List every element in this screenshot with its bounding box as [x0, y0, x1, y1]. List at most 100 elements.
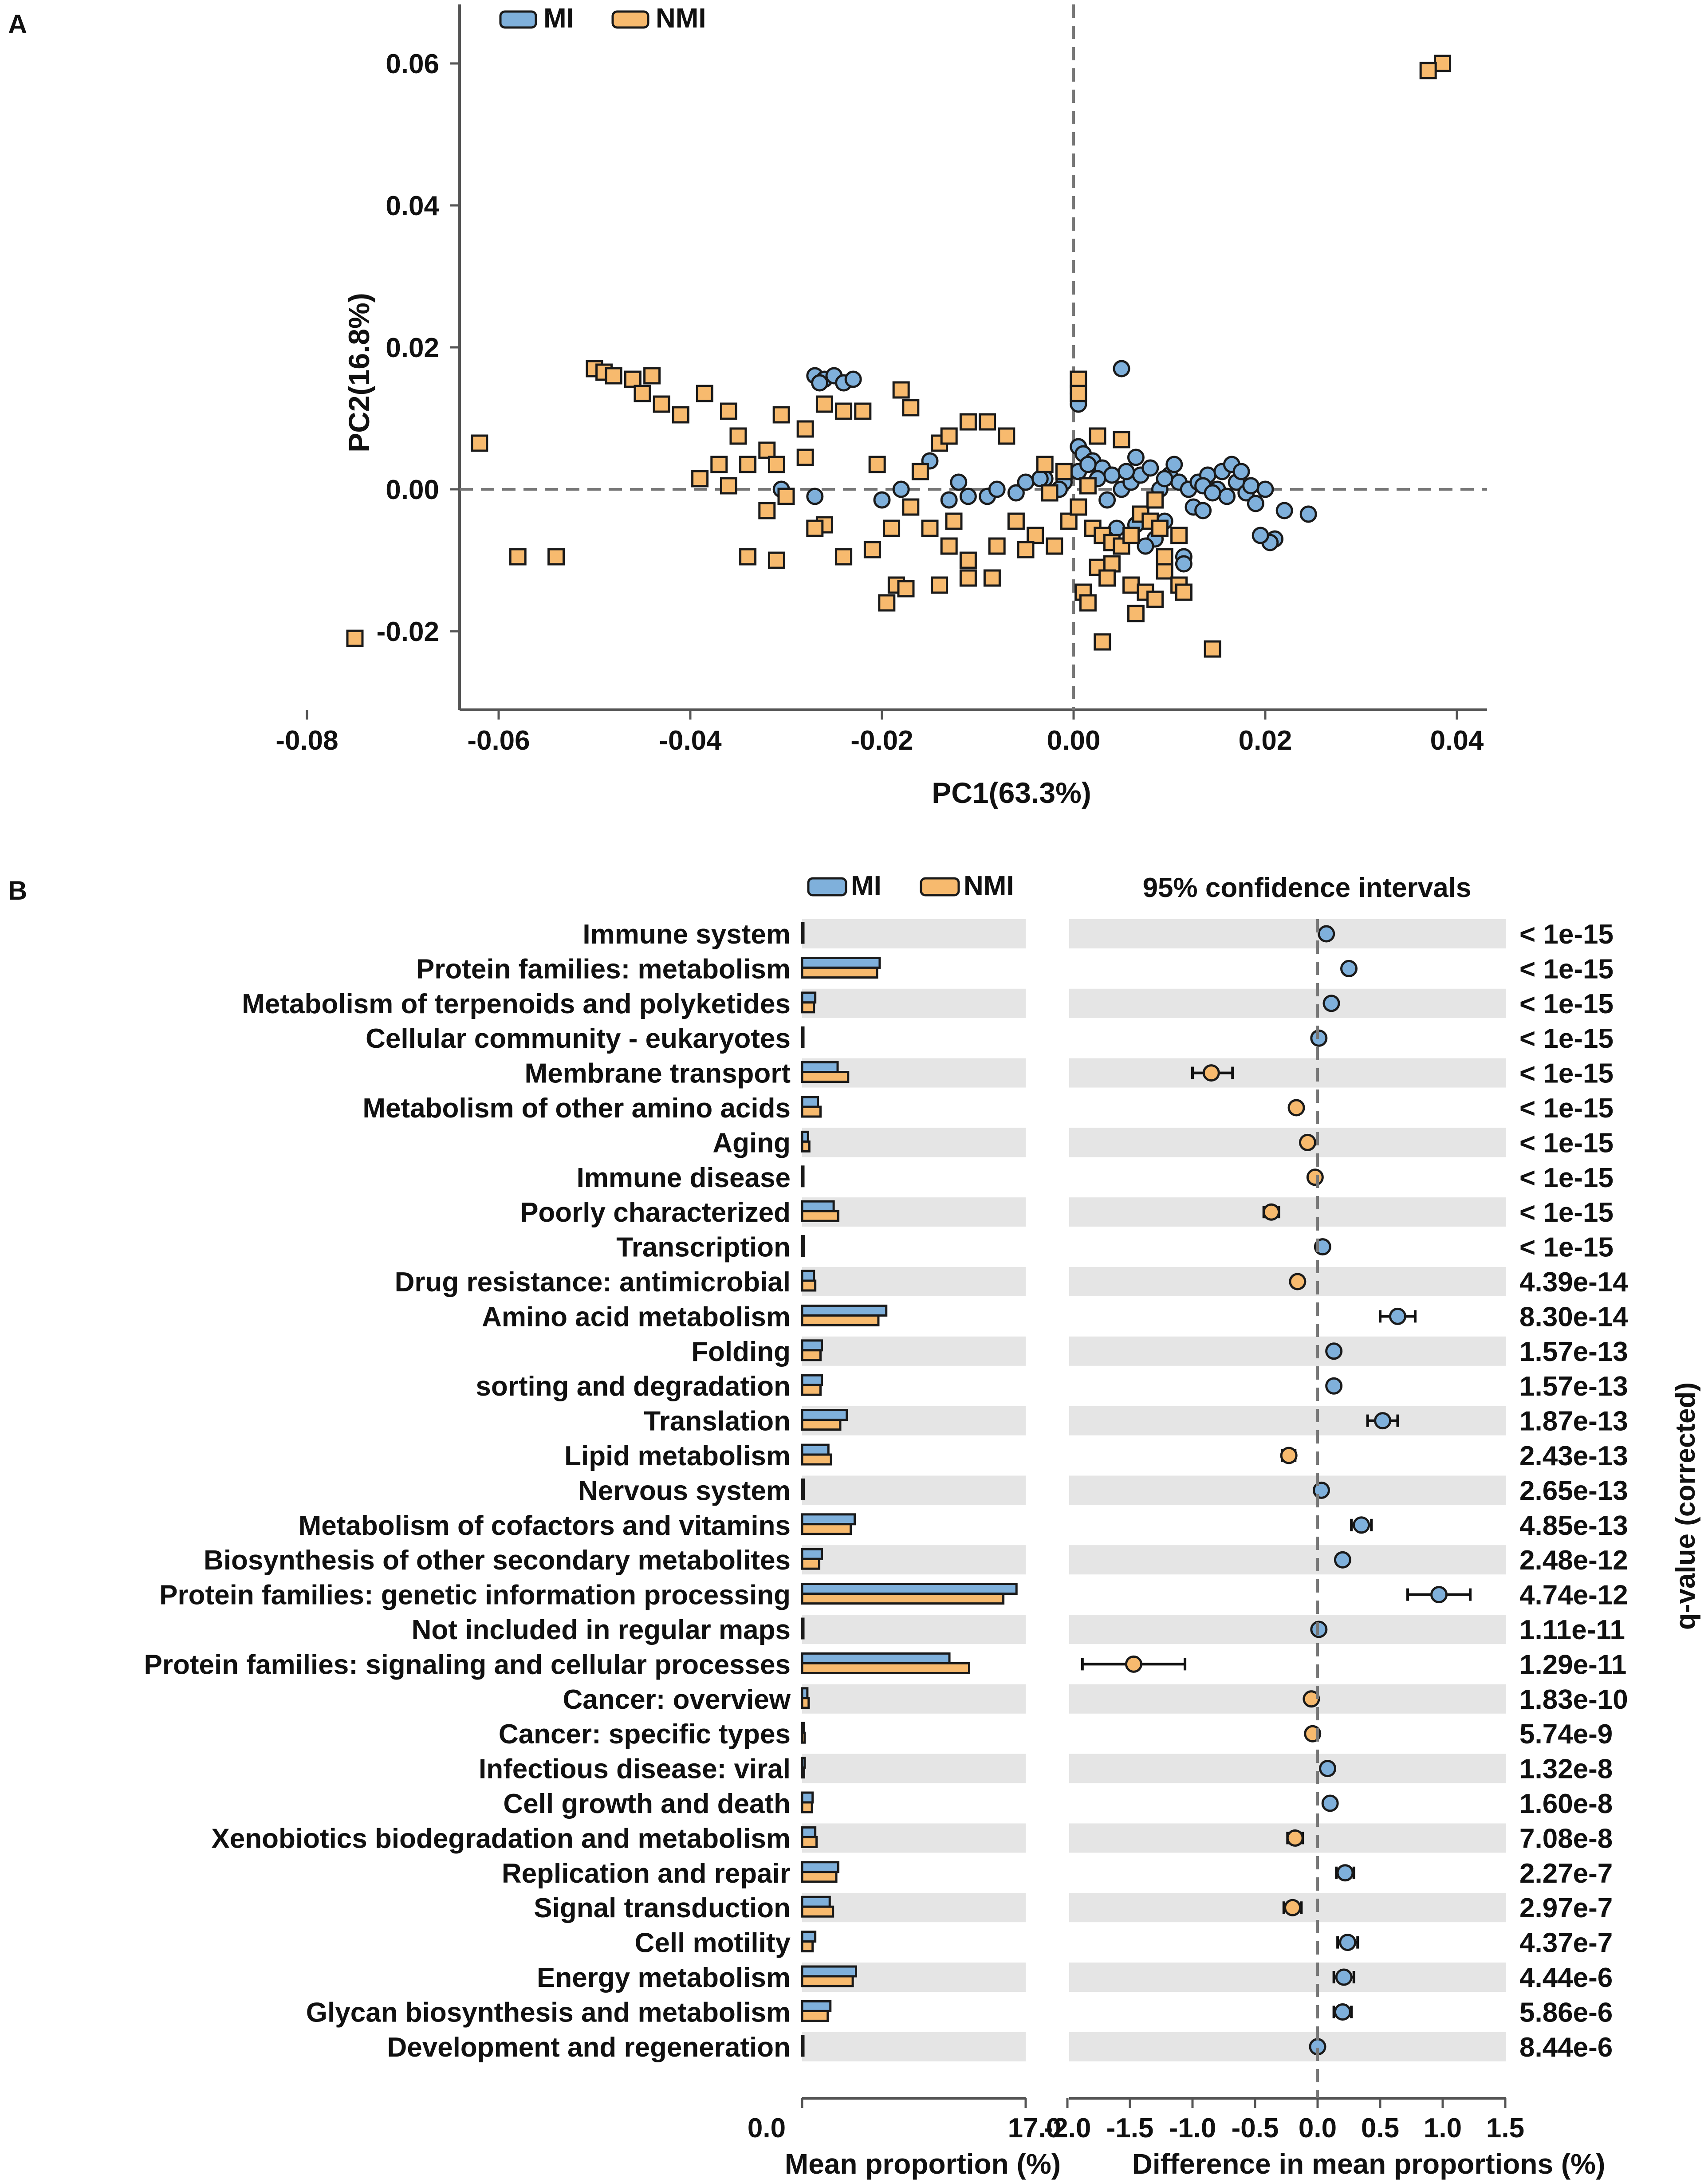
row: Poorly characterized < 1e-15 — [520, 1197, 1614, 1228]
nmi-point — [796, 448, 814, 466]
mi-bar — [801, 1826, 817, 1838]
nmi-point — [653, 395, 670, 413]
row: Aging < 1e-15 — [712, 1128, 1614, 1158]
mi-bar — [801, 1722, 805, 1734]
nmi-point — [471, 434, 488, 452]
row: Cancer: specific types 5.74e-9 — [499, 1719, 1613, 1750]
row-background — [1069, 1128, 1506, 1157]
diff-point — [1353, 1516, 1370, 1534]
mi-point — [1256, 480, 1274, 498]
nmi-bar — [801, 1001, 815, 1014]
diff-point — [1319, 1760, 1337, 1778]
mi-point — [1251, 527, 1269, 544]
nmi-bar — [801, 1940, 814, 1953]
row-category-label: Cell growth and death — [503, 1789, 791, 1819]
row-background — [802, 1754, 1026, 1783]
bar-tick-label: 17.0 — [1008, 2113, 1062, 2144]
mi-point — [950, 473, 968, 491]
row-q-value: 2.27e-7 — [1519, 1858, 1613, 1889]
diff-point — [1125, 1655, 1142, 1673]
row-q-value: 1.57e-13 — [1519, 1371, 1628, 1402]
mi-point — [940, 491, 958, 509]
mi-bar — [801, 1444, 830, 1456]
legend-b-mi-swatch — [807, 877, 847, 897]
nmi-bar — [801, 1801, 813, 1813]
ci-title: 95% confidence intervals — [1143, 873, 1472, 903]
nmi-point — [346, 629, 364, 647]
row: Cancer: overview 1.83e-10 — [563, 1684, 1628, 1715]
row-q-value: 2.43e-13 — [1519, 1441, 1628, 1471]
diff-point — [1334, 1551, 1351, 1569]
nmi-bar — [801, 966, 878, 979]
nmi-point — [1113, 431, 1130, 448]
nmi-bar — [801, 1349, 822, 1361]
nmi-point — [720, 477, 737, 495]
mi-point — [1194, 502, 1212, 519]
nmi-point — [796, 420, 814, 438]
y-tick-label: 0.04 — [386, 191, 439, 221]
row: Development and regeneration 8.44e-6 — [387, 2032, 1613, 2063]
row-category-label: Xenobiotics biodegradation and metabolis… — [211, 1823, 791, 1854]
nmi-point — [605, 367, 622, 385]
diff-point — [1321, 1794, 1339, 1812]
mi-point — [1275, 502, 1293, 519]
mi-bar — [801, 1026, 805, 1038]
row: Protein families: genetic information pr… — [159, 1580, 1628, 1611]
nmi-point — [983, 569, 1001, 587]
mi-point — [1175, 555, 1192, 573]
diff-x-label: Difference in mean proportions (%) — [1132, 2148, 1606, 2180]
row-category-label: Translation — [644, 1406, 791, 1437]
row: Cellular community - eukaryotes < 1e-15 — [366, 1023, 1614, 1054]
y-tick-label: 0.02 — [386, 333, 439, 363]
row: Glycan biosynthesis and metabolism 5.86e-… — [306, 1997, 1613, 2028]
mi-point — [1118, 463, 1135, 480]
legend-b-nmi-label: NMI — [964, 871, 1014, 901]
row: Transcription < 1e-15 — [616, 1232, 1614, 1263]
diff-point — [1299, 1133, 1316, 1151]
row-q-value: < 1e-15 — [1519, 1023, 1614, 1054]
row: Infectious disease: viral 1.32e-8 — [479, 1754, 1613, 1785]
nmi-point — [1079, 477, 1097, 495]
row-background — [802, 1336, 1026, 1366]
nmi-point — [902, 399, 920, 417]
row-category-label: Cellular community - eukaryotes — [366, 1023, 791, 1054]
row-q-value: 5.86e-6 — [1519, 1997, 1613, 2028]
row-q-value: < 1e-15 — [1519, 1163, 1614, 1193]
diff-point — [1318, 925, 1335, 943]
x-tick-label: 0.00 — [1047, 725, 1101, 756]
row-background — [802, 1684, 1026, 1714]
row-q-value: 1.29e-11 — [1519, 1649, 1626, 1680]
nmi-point — [1041, 484, 1059, 502]
row-category-label: Folding — [691, 1337, 791, 1367]
nmi-bar — [801, 1105, 822, 1118]
row: Folding 1.57e-13 — [691, 1336, 1628, 1367]
nmi-point — [911, 463, 929, 480]
mi-point — [959, 488, 977, 505]
nmi-point — [806, 519, 824, 537]
nmi-point — [1089, 427, 1106, 445]
row-background — [1069, 1336, 1506, 1366]
row-q-value: 2.65e-13 — [1519, 1475, 1628, 1506]
row-category-label: Poorly characterized — [520, 1197, 791, 1228]
row-q-value: 1.87e-13 — [1519, 1406, 1628, 1437]
nmi-point — [710, 456, 728, 473]
diff-point — [1263, 1203, 1280, 1221]
mi-point — [806, 488, 824, 505]
nmi-point — [1146, 590, 1164, 608]
row-q-value: 2.48e-12 — [1519, 1545, 1628, 1576]
panel-a-y-ticks: -0.02 0.00 0.02 0.04 0.06 — [377, 49, 460, 647]
row: sorting and degradation 1.57e-13 — [476, 1371, 1628, 1402]
row-background — [802, 1475, 1026, 1505]
nmi-point — [940, 537, 958, 555]
x-tick-label: -0.02 — [850, 725, 913, 756]
row: Lipid metabolism 2.43e-13 — [564, 1441, 1628, 1471]
row-background — [1069, 919, 1506, 948]
diff-tick-label: -1.5 — [1106, 2113, 1154, 2144]
mi-point — [1079, 456, 1097, 473]
nmi-point — [547, 548, 565, 566]
mi-point — [892, 480, 910, 498]
nmi-point — [1036, 456, 1054, 473]
mi-bar — [801, 2000, 832, 2012]
mi-point — [988, 480, 1006, 498]
